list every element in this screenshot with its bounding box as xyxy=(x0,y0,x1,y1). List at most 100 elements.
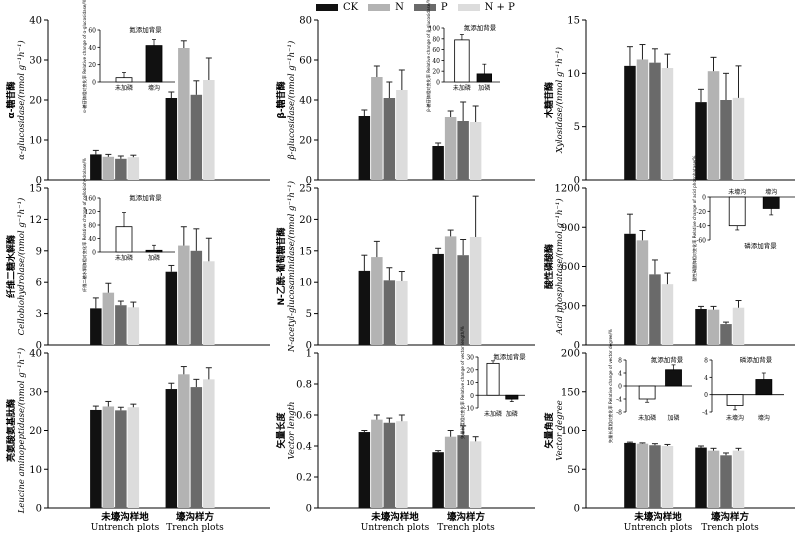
inset-bar xyxy=(665,369,682,387)
x-group-zh: 壕沟样方 xyxy=(710,512,749,523)
legend-swatch xyxy=(413,3,436,11)
bar-P-0 xyxy=(649,445,661,508)
bar-CK-1 xyxy=(432,253,444,345)
bar-N-1 xyxy=(178,374,190,508)
y-tick-label: 12 xyxy=(29,215,42,226)
bar-P-1 xyxy=(190,94,203,180)
inset-y-tick-label: 160 xyxy=(85,196,97,203)
bar-CK-1 xyxy=(432,452,444,508)
inset-title: 氮添加背景 xyxy=(464,23,497,32)
y-tick-label: 60 xyxy=(299,56,312,67)
bar-CK-0 xyxy=(90,409,102,508)
y-axis-label-en: Vector degree xyxy=(555,400,565,460)
inset-x-tick-label: 加磷 xyxy=(148,254,160,262)
panel-LAP: 0 10 20 30 40 亮氨酸氨基肽酶 Leucine aminopeptidase/(… xyxy=(5,348,270,515)
inset-bar xyxy=(145,249,163,253)
y-tick-label: 0 xyxy=(306,341,312,352)
inset-bar xyxy=(115,226,133,253)
x-group-en: Trench plots xyxy=(701,523,759,533)
y-tick-label: 0 xyxy=(36,176,42,187)
inset-x-tick-label: 未加磷 xyxy=(115,84,133,92)
y-axis-label-zh: N-乙酰-葡萄糖苷酶 xyxy=(275,227,287,305)
x-group-en: Trench plots xyxy=(437,523,495,533)
bar-N-1 xyxy=(444,117,457,180)
x-group-en: Trench plots xyxy=(166,523,224,533)
bar-N-0 xyxy=(102,156,115,180)
bar-CK-1 xyxy=(165,98,178,180)
legend-item-np: N + P xyxy=(457,2,515,13)
bar-CK-0 xyxy=(90,154,102,180)
inset-y-label: 纤维二糖水解酶相对变化率 Relative change of cellobio… xyxy=(81,158,88,292)
y-tick-label: 3 xyxy=(36,309,42,320)
inset-x-tick-label: 未加磷 xyxy=(453,84,471,92)
bar-P-1 xyxy=(720,455,732,508)
inset-chart: 0 20 40 60 80 100 氮添加背景 β-糖苷酶相对变化率 Relative cha… xyxy=(425,0,500,112)
bar-CK-0 xyxy=(624,442,636,508)
y-tick-label: 150 xyxy=(561,387,580,398)
bar-CK-0 xyxy=(358,432,371,508)
y-axis-label-en: α-glucosidase/(nmol g⁻¹h⁻¹) xyxy=(16,40,27,159)
inset-y-tick-label: 40 xyxy=(88,45,96,52)
inset-bar xyxy=(638,385,656,400)
bar-P-0 xyxy=(649,62,661,180)
bar-CK-0 xyxy=(358,270,371,345)
inset-bar xyxy=(476,73,493,83)
inset-y-tick-label: 8 xyxy=(618,358,622,365)
inset-y-tick-label: 20 xyxy=(466,367,474,374)
y-axis-label-en: Leucine aminopeptidase/(nmol g⁻¹h⁻¹) xyxy=(16,348,27,515)
inset-y-tick-label: 0 xyxy=(704,392,708,399)
y-tick-label: 0 xyxy=(574,341,580,352)
inset-y-label: 矢量长度相对变化率 Relative change of vector degr… xyxy=(607,329,614,443)
inset-bar xyxy=(728,196,746,227)
bar-NP-1 xyxy=(203,261,215,345)
inset-x-tick-label: 未壕沟 xyxy=(728,188,746,196)
bar-NP-1 xyxy=(469,122,482,180)
bar-N-0 xyxy=(636,240,649,345)
bar-N-0 xyxy=(371,257,383,345)
bar-N-0 xyxy=(636,443,649,508)
y-axis-label-zh: 亮氨酸氨基肽酶 xyxy=(5,399,17,462)
bar-NP-1 xyxy=(732,307,745,345)
inset-y-label: 酸性磷酸酶相对变化率 Relative change of acid phosp… xyxy=(691,156,698,282)
inset-y-tick-label: 20 xyxy=(432,69,440,76)
bar-P-0 xyxy=(115,158,127,180)
inset-x-tick-label: 加磷 xyxy=(506,410,518,418)
inset-x-tick-label: 未壕沟 xyxy=(726,414,744,422)
inset-y-tick-label: 0 xyxy=(618,384,622,391)
y-tick-label: 900 xyxy=(561,223,580,234)
y-tick-label: 0 xyxy=(36,504,42,515)
inset-y-tick-label: 100 xyxy=(429,26,441,33)
bar-NP-1 xyxy=(203,80,215,180)
bar-N-1 xyxy=(178,245,190,345)
y-tick-label: 20 xyxy=(299,215,312,226)
y-tick-label: 10 xyxy=(567,69,580,80)
inset-y-tick-label: 80 xyxy=(432,36,440,43)
bar-NP-1 xyxy=(732,450,745,508)
y-tick-label: 25 xyxy=(299,184,312,195)
bar-NP-0 xyxy=(127,157,140,180)
bar-CK-1 xyxy=(695,309,707,345)
bar-N-1 xyxy=(444,236,457,345)
inset-y-label: β-糖苷酶相对变化率 Relative change of β-glucosid… xyxy=(425,0,432,112)
bar-NP-1 xyxy=(469,441,482,508)
bar-NP-0 xyxy=(661,446,674,508)
inset-y-tick-label: -10 xyxy=(464,406,474,413)
bar-N-0 xyxy=(636,59,649,180)
bar-CK-1 xyxy=(432,146,444,180)
y-tick-label: 30 xyxy=(29,387,42,398)
x-group-label-trench-col3: 壕沟样方 Trench plots xyxy=(690,512,770,534)
inset-chart: 0 40 80 120 160 氮添加背景 纤维二糖水解酶相对变化率 Relative ch… xyxy=(81,158,175,292)
bar-NP-0 xyxy=(661,284,674,345)
y-tick-label: 15 xyxy=(299,246,312,257)
inset-x-tick-label: 加磷 xyxy=(668,414,680,422)
inset-y-tick-label: 8 xyxy=(704,358,708,365)
legend-label: CK xyxy=(343,1,359,13)
x-group-label-trench-col1: 壕沟样方 Trench plots xyxy=(155,512,235,534)
legend-item-ck: CK xyxy=(316,2,358,13)
inset-x-tick-label: 壕沟 xyxy=(148,84,160,92)
y-axis-label-zh: 木糖苷酶 xyxy=(543,82,555,119)
y-axis-label-zh: 矢量长度 xyxy=(275,412,287,449)
x-group-label-untrench-col2: 未壕沟样地 Untrench plots xyxy=(350,512,440,534)
y-axis-label-en: Xylosidase/(nmol g⁻¹h⁻¹) xyxy=(554,47,565,154)
